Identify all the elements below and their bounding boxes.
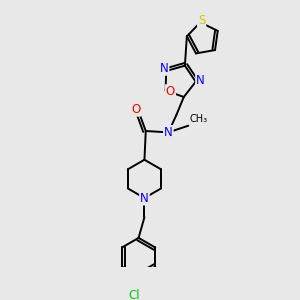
Text: N: N [164,126,173,139]
Text: CH₃: CH₃ [190,114,208,124]
Text: N: N [196,74,205,87]
Text: S: S [198,14,205,27]
Text: N: N [140,191,149,205]
Text: O: O [166,85,175,98]
Text: O: O [131,103,141,116]
Text: N: N [160,62,169,75]
Text: Cl: Cl [128,290,140,300]
